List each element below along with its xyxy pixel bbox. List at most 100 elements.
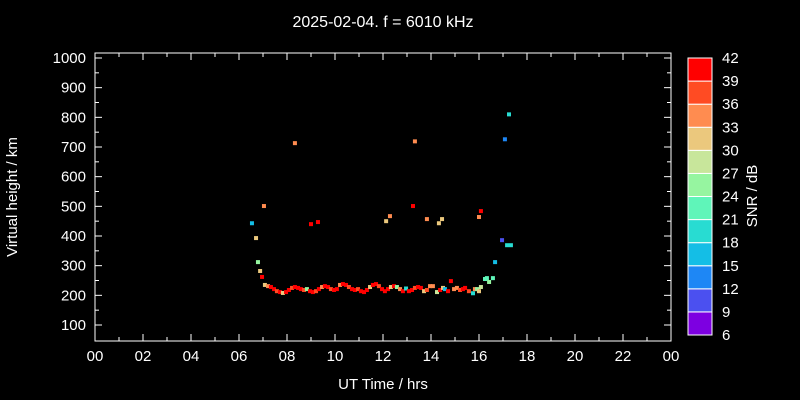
scatter-point xyxy=(436,221,441,226)
colorbar-segment xyxy=(687,311,713,336)
scatter-point xyxy=(452,287,457,292)
scatter-point xyxy=(475,287,480,292)
x-tick-label: 00 xyxy=(87,348,104,365)
scatter-point xyxy=(266,284,271,289)
scatter-point xyxy=(326,285,331,290)
scatter-point xyxy=(471,291,475,296)
scatter-point xyxy=(490,276,495,281)
y-axis-label: Virtual height / km xyxy=(4,137,21,257)
scatter-point xyxy=(500,238,505,243)
scatter-point xyxy=(298,287,303,292)
scatter-point xyxy=(398,287,403,292)
scatter-point xyxy=(406,289,411,294)
scatter-point xyxy=(286,287,291,292)
x-tick-label: 22 xyxy=(615,348,632,365)
scatter-point xyxy=(362,290,367,295)
colorbar-tick-label: 39 xyxy=(722,73,739,90)
scatter-point xyxy=(358,289,363,294)
scatter-point xyxy=(392,284,397,289)
scatter-point xyxy=(374,282,379,287)
scatter-point xyxy=(364,287,369,292)
x-tick-label: 16 xyxy=(471,348,488,365)
scatter-point xyxy=(384,219,389,224)
y-tick-label: 200 xyxy=(61,287,86,304)
scatter-point xyxy=(430,284,435,289)
scatter-point xyxy=(284,290,289,295)
x-tick-label: 08 xyxy=(279,348,296,365)
scatter-point xyxy=(386,287,391,292)
scatter-point xyxy=(438,287,443,292)
scatter-point xyxy=(350,287,355,292)
scatter-point xyxy=(463,285,468,290)
scatter-point xyxy=(487,279,492,284)
scatter-point xyxy=(412,139,417,144)
scatter-point xyxy=(442,287,447,292)
scatter-point xyxy=(448,279,453,284)
scatter-point xyxy=(272,287,277,292)
scatter-point xyxy=(376,284,381,289)
scatter-point xyxy=(502,137,507,142)
scatter-point xyxy=(400,289,405,294)
colorbar-label: SNR / dB xyxy=(744,165,761,228)
colorbar-segment xyxy=(687,149,713,174)
scatter-point xyxy=(507,112,511,117)
scatter-point xyxy=(304,287,309,292)
scatter-point xyxy=(292,285,297,290)
plot-border xyxy=(94,52,672,342)
scatter-point xyxy=(477,215,481,220)
scatter-point xyxy=(310,290,315,295)
colorbar-tick-label: 18 xyxy=(722,235,739,252)
scatter-point xyxy=(382,289,387,294)
axis-ticks xyxy=(94,53,672,341)
scatter-point xyxy=(466,289,471,294)
scatter-point xyxy=(418,285,423,290)
y-tick-label: 500 xyxy=(61,198,86,215)
x-tick-label: 14 xyxy=(423,348,440,365)
scatter-point xyxy=(296,285,301,290)
scatter-point xyxy=(309,222,313,227)
colorbar-segment xyxy=(687,103,713,128)
chart-title: 2025-02-04. f = 6010 kHz xyxy=(292,14,473,31)
x-tick-label: 06 xyxy=(231,348,248,365)
scatter-point xyxy=(315,220,320,225)
x-tick-label: 10 xyxy=(327,348,344,365)
colorbar-segment xyxy=(687,288,713,313)
colorbar-segment xyxy=(687,80,713,105)
scatter-point xyxy=(387,214,392,219)
x-tick-label: 18 xyxy=(519,348,536,365)
scatter-point xyxy=(428,284,433,289)
scatter-point xyxy=(454,285,459,290)
scatter-point xyxy=(274,289,279,294)
y-tick-label: 900 xyxy=(61,80,86,97)
scatter-point xyxy=(424,287,429,292)
scatter-point xyxy=(280,290,285,295)
scatter-point xyxy=(302,287,307,292)
scatter-point xyxy=(505,243,510,248)
colorbar-tick-label: 12 xyxy=(722,281,739,298)
axis-tick-labels: 00 02 04 06 08 10 12 14 16 18 20 22 0010020030040050… xyxy=(53,50,680,365)
colorbar-segment xyxy=(687,265,713,290)
scatter-point xyxy=(440,217,445,222)
scatter-point xyxy=(458,287,463,292)
scatter-point xyxy=(249,221,254,226)
y-tick-label: 400 xyxy=(61,228,86,245)
y-tick-label: 800 xyxy=(61,109,86,126)
colorbar-segment xyxy=(687,242,713,267)
scatter-point xyxy=(260,274,265,279)
scatter-point xyxy=(258,269,263,274)
colorbar: 42 39 36 33 30 27 24 21 18 15 12 9 6 xyxy=(687,50,739,344)
y-tick-label: 100 xyxy=(61,317,86,334)
scatter-point xyxy=(352,287,357,292)
scatter-point xyxy=(255,260,260,265)
scatter-point xyxy=(292,141,297,146)
scatter-point xyxy=(278,290,283,295)
scatter-point xyxy=(388,285,393,290)
plot-frame xyxy=(94,52,672,342)
colorbar-tick-label: 9 xyxy=(722,304,730,321)
scatter-point xyxy=(314,289,319,294)
scatter-point xyxy=(261,204,266,209)
scatter-point xyxy=(322,284,327,289)
scatter-point xyxy=(268,285,273,290)
scatter-point xyxy=(416,285,421,290)
